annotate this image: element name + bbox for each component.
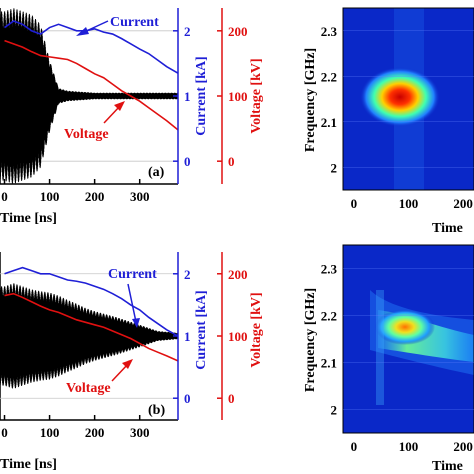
h2-x-tick-label: 200	[453, 439, 473, 454]
panel-a-signal-trace	[0, 8, 178, 184]
panel-b-voltage-annotation: Voltage	[66, 381, 111, 396]
a-current-tick-label: 2	[184, 24, 191, 39]
heatmap-2: 2 2.1 2.2 2.3 0 100 200 Frequency [GHz] Time	[303, 244, 474, 474]
panel-a-voltage-axis-label: Voltage [kV]	[249, 58, 264, 133]
panel-a-current-arrowhead	[76, 27, 89, 36]
panel-b-x-axis-label: Time [ns]	[0, 457, 57, 472]
panel-b-current-annotation: Current	[108, 267, 157, 282]
panel-a-line-chart: 0 100 200 300 0 1 2 0 100 200 Current [kA] Volt…	[0, 8, 264, 226]
heatmap-1-hot-spot	[360, 67, 440, 127]
h1-y-tick-label: 2.2	[321, 69, 337, 84]
a-x-tick-label: 0	[1, 189, 8, 204]
a-voltage-tick-label: 200	[228, 24, 248, 39]
panel-a-x-axis-label: Time [ns]	[0, 211, 57, 226]
a-x-tick-label: 100	[40, 189, 60, 204]
h2-y-tick-label: 2.2	[321, 309, 337, 324]
panel-a-current-axis-label: Current [kA]	[194, 56, 209, 135]
a-x-tick-label: 200	[85, 189, 105, 204]
panel-b-label: (b)	[148, 403, 165, 418]
panel-b-x-ticks: 0 100 200 300	[1, 415, 149, 440]
heatmap-1-frame	[342, 7, 474, 191]
b-voltage-tick-label: 200	[228, 267, 248, 282]
heatmap-1-ticks: 2 2.1 2.2 2.3 0 100 200	[321, 24, 474, 211]
panel-b-voltage-line	[4, 292, 178, 362]
panel-b-current-axis-label: Current [kA]	[194, 290, 209, 369]
heatmap-2-x-label: Time	[432, 459, 463, 474]
panel-b-voltage-arrow	[111, 363, 129, 382]
panel-a-current-annotation: Current	[110, 15, 159, 30]
b-current-tick-label: 2	[184, 267, 191, 282]
a-current-tick-label: 0	[184, 154, 191, 169]
heatmap-1-x-label: Time	[432, 221, 463, 236]
panel-a-voltage-ticks: 0 100 200	[217, 24, 248, 169]
heatmap-2-hot-spot	[375, 309, 435, 345]
a-voltage-tick-label: 100	[228, 89, 248, 104]
h2-x-tick-label: 0	[351, 439, 358, 454]
a-voltage-tick-label: 0	[228, 154, 235, 169]
h1-y-tick-label: 2.1	[321, 115, 337, 130]
panel-b-line-chart: 0 100 200 300 0 1 2 0 100 200 Current [kA] Volt…	[0, 252, 264, 472]
panel-a-current-ticks: 0 1 2	[173, 24, 191, 169]
h1-y-tick-label: 2	[331, 160, 338, 175]
h2-y-tick-label: 2.3	[321, 262, 338, 277]
heatmap-1: 2 2.1 2.2 2.3 0 100 200 Frequency [GHz] Time	[303, 7, 474, 236]
h2-y-tick-label: 2.1	[321, 356, 337, 371]
h1-x-tick-label: 100	[399, 196, 419, 211]
a-x-tick-label: 300	[130, 189, 150, 204]
panel-b-current-line	[4, 266, 178, 337]
h2-x-tick-label: 100	[399, 439, 419, 454]
panel-b-voltage-ticks: 0 100 200	[217, 267, 248, 406]
b-x-tick-label: 200	[85, 425, 105, 440]
heatmap-2-ticks: 2 2.1 2.2 2.3 0 100 200	[321, 262, 474, 454]
panel-a-voltage-arrowhead	[114, 101, 125, 111]
b-x-tick-label: 0	[1, 425, 8, 440]
h1-y-tick-label: 2.3	[321, 24, 338, 39]
panel-b-voltage-axis-label: Voltage [kV]	[249, 292, 264, 367]
b-x-tick-label: 300	[130, 425, 150, 440]
h1-x-tick-label: 200	[453, 196, 473, 211]
b-current-tick-label: 1	[184, 329, 191, 344]
panel-b-current-arrow	[127, 283, 137, 323]
a-current-tick-label: 1	[184, 89, 191, 104]
h2-y-tick-label: 2	[331, 403, 338, 418]
panel-b-current-arrowhead	[132, 318, 140, 328]
panel-a-voltage-arrow	[103, 105, 121, 124]
heatmap-2-frame	[342, 244, 474, 434]
b-voltage-tick-label: 0	[228, 391, 235, 406]
panel-a-x-ticks: 0 100 200 300	[1, 179, 149, 204]
panel-a-voltage-annotation: Voltage	[64, 127, 109, 142]
panel-b-voltage-arrowhead	[122, 359, 133, 369]
h1-x-tick-label: 0	[351, 196, 358, 211]
heatmap-2-vertical-streak	[376, 290, 384, 405]
heatmap-2-y-label: Frequency [GHz]	[303, 288, 318, 392]
panel-b-signal-trace	[0, 283, 178, 389]
b-current-tick-label: 0	[184, 391, 191, 406]
panel-b-current-ticks: 0 1 2	[173, 267, 191, 406]
heatmap-1-y-label: Frequency [GHz]	[303, 48, 318, 152]
b-voltage-tick-label: 100	[228, 329, 248, 344]
panel-a-voltage-line	[4, 39, 178, 131]
b-x-tick-label: 100	[40, 425, 60, 440]
panel-a-label: (a)	[148, 165, 165, 180]
